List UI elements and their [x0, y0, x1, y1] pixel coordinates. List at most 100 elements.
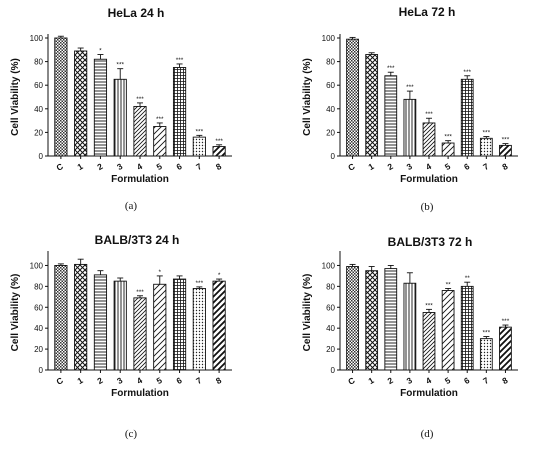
chart-panel-4: BALB/3T3 72 h 0 20 40 60 80 100 Cell Viability …	[302, 235, 518, 440]
chart-panel-3: BALB/3T3 24 h 0 20 40 60 80 100 Cell Viability …	[10, 233, 232, 440]
bar-C	[55, 265, 67, 370]
bar-5	[442, 143, 454, 156]
y-tick-label: 60	[34, 81, 43, 90]
significance-label: ***	[463, 69, 471, 76]
bar-7	[193, 288, 205, 370]
y-axis-title: Cell Viability (%)	[10, 274, 21, 352]
y-tick-label: 40	[34, 105, 43, 114]
x-tick-label: 3	[405, 375, 414, 386]
x-tick-label: 8	[500, 161, 509, 172]
x-tick-label: 2	[95, 375, 104, 386]
x-axis-title: Formulation	[400, 174, 458, 185]
y-tick-label: 0	[39, 152, 44, 161]
x-tick-label: 8	[214, 161, 223, 172]
significance-label: *	[99, 48, 102, 55]
significance-label: ***	[425, 302, 433, 309]
x-axis-title: Formulation	[400, 388, 458, 399]
significance-label: ***	[425, 111, 433, 118]
x-tick-label: 4	[135, 375, 144, 386]
x-tick-label: 7	[194, 375, 203, 386]
y-axis-title: Cell Viability (%)	[10, 58, 21, 136]
panel-title: BALB/3T3 24 h	[95, 233, 180, 247]
y-tick-label: 20	[34, 345, 43, 354]
x-tick-label: 4	[424, 375, 433, 386]
significance-label: ***	[502, 137, 510, 144]
y-tick-label: 80	[34, 58, 43, 67]
x-tick-label: 2	[386, 375, 395, 386]
x-axis-title: Formulation	[111, 388, 169, 399]
y-tick-label: 100	[322, 261, 336, 270]
bar-1	[366, 271, 378, 370]
y-tick-label: 80	[326, 58, 335, 67]
y-axis-title: Cell Viability (%)	[302, 274, 313, 352]
bar-3	[404, 99, 416, 156]
bar-5	[442, 291, 454, 370]
x-tick-label: 5	[443, 375, 452, 386]
x-axis-title: Formulation	[111, 174, 169, 185]
significance-label: **	[446, 281, 452, 288]
y-tick-label: 60	[326, 303, 335, 312]
x-tick-label: C	[55, 375, 65, 387]
bar-7	[193, 137, 205, 156]
significance-label: **	[465, 275, 471, 282]
x-tick-label: 1	[76, 375, 85, 386]
significance-label: ***	[406, 84, 414, 91]
x-tick-label: 4	[424, 161, 433, 172]
significance-label: *	[159, 269, 162, 276]
x-tick-label: 3	[115, 161, 124, 172]
panel-title: HeLa 72 h	[399, 5, 456, 19]
significance-label: ***	[136, 289, 144, 296]
bar-C	[347, 267, 359, 371]
x-tick-label: 6	[174, 375, 183, 386]
x-tick-label: 1	[367, 161, 376, 172]
x-tick-label: 6	[174, 161, 183, 172]
bar-5	[154, 284, 166, 370]
bar-4	[134, 106, 146, 156]
y-tick-label: 40	[326, 324, 335, 333]
x-tick-label: 5	[155, 375, 164, 386]
bar-1	[366, 55, 378, 156]
bar-3	[114, 281, 126, 370]
y-tick-label: 0	[331, 366, 336, 375]
significance-label: ***	[483, 330, 491, 337]
bar-4	[134, 298, 146, 370]
x-tick-label: 7	[481, 375, 490, 386]
bar-8	[213, 281, 225, 370]
bar-5	[154, 127, 166, 157]
y-tick-label: 20	[34, 128, 43, 137]
y-tick-label: 20	[326, 128, 335, 137]
panel-caption: (a)	[125, 200, 138, 212]
bar-7	[480, 339, 492, 370]
x-tick-label: 8	[500, 375, 509, 386]
y-tick-label: 60	[34, 303, 43, 312]
bar-4	[423, 313, 435, 371]
bar-2	[94, 275, 106, 370]
bar-8	[213, 147, 225, 156]
x-tick-label: 7	[194, 161, 203, 172]
panel-title: HeLa 24 h	[108, 6, 165, 20]
x-tick-label: 1	[76, 161, 85, 172]
bar-3	[404, 283, 416, 370]
x-tick-label: 1	[367, 375, 376, 386]
x-tick-label: 5	[155, 161, 164, 172]
significance-label: ***	[196, 280, 204, 287]
bar-1	[75, 51, 87, 156]
y-tick-label: 40	[34, 324, 43, 333]
y-axis-title: Cell Viability (%)	[302, 58, 313, 136]
significance-label: ***	[196, 128, 204, 135]
bar-C	[347, 39, 359, 156]
y-tick-label: 100	[30, 261, 44, 270]
chart-panel-2: HeLa 72 h 0 20 40 60 80 100 Cell Viability (%) C…	[302, 5, 518, 213]
y-tick-label: 100	[30, 34, 44, 43]
x-tick-label: 4	[135, 161, 144, 172]
bar-3	[114, 79, 126, 156]
y-tick-label: 20	[326, 345, 335, 354]
bar-6	[173, 68, 185, 157]
significance-label: ***	[136, 96, 144, 103]
x-tick-label: C	[55, 161, 65, 173]
bar-4	[423, 123, 435, 156]
x-tick-label: 3	[115, 375, 124, 386]
bar-6	[461, 286, 473, 370]
x-tick-label: 8	[214, 375, 223, 386]
